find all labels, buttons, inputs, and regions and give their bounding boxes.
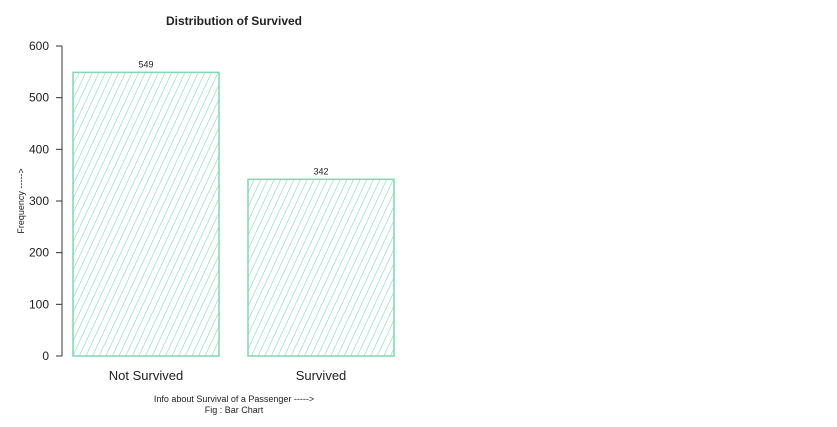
y-tick-label: 300 — [29, 194, 49, 208]
bar-survived — [247, 178, 395, 357]
bars-group: 549 Not Survived 342 Survived — [72, 59, 395, 383]
bar-not-survived — [72, 71, 220, 357]
data-label: 549 — [138, 59, 153, 69]
x-tick-label: Not Survived — [109, 368, 183, 383]
y-axis-label: Frequency -----> — [16, 168, 26, 233]
y-tick-label: 400 — [29, 142, 49, 156]
x-tick-label: Survived — [296, 368, 347, 383]
y-tick-label: 500 — [29, 91, 49, 105]
y-tick-label: 200 — [29, 246, 49, 260]
y-axis: 0 100 200 300 400 500 600 — [29, 39, 63, 363]
data-label: 342 — [313, 166, 328, 176]
x-axis-label: Info about Survival of a Passenger -----… — [154, 394, 314, 404]
chart-title: Distribution of Survived — [166, 14, 302, 28]
y-tick-label: 0 — [42, 349, 49, 363]
y-tick-label: 100 — [29, 297, 49, 311]
figure-caption: Fig : Bar Chart — [205, 405, 264, 415]
y-tick-label: 600 — [29, 39, 49, 53]
